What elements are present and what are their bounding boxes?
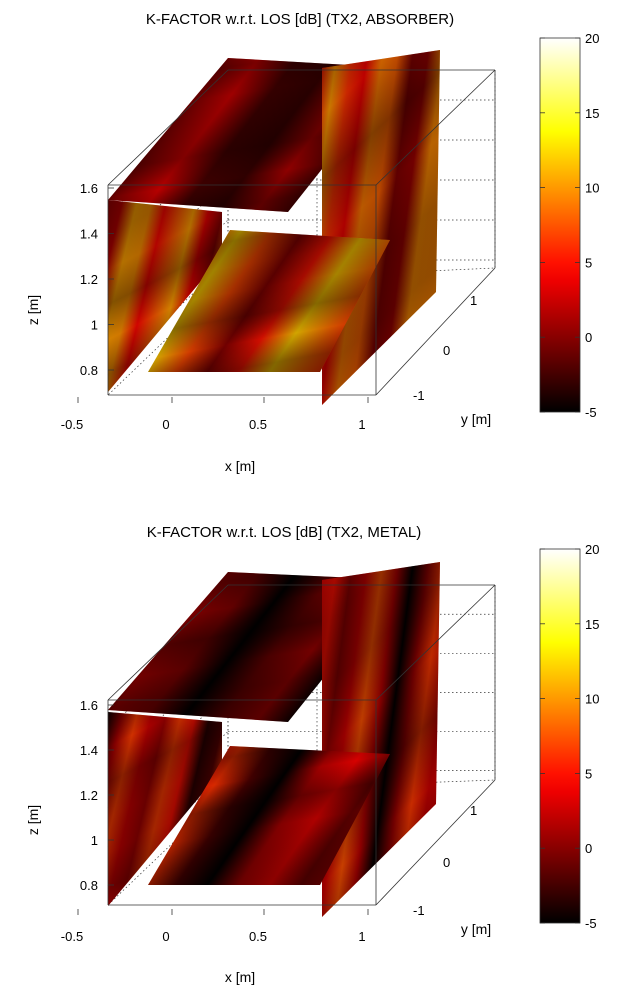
z-tick-label: 1.4 xyxy=(80,227,98,242)
colorbar xyxy=(539,548,581,924)
z-tick-label: 1.4 xyxy=(80,743,98,758)
x-tick-label: 1 xyxy=(358,929,365,944)
z-tick-label: 0.8 xyxy=(80,878,98,893)
colorbar-tick-label: 20 xyxy=(585,542,599,557)
x-axis-label: x [m] xyxy=(225,458,255,474)
y-tick-label: 0 xyxy=(443,343,450,358)
axes-box xyxy=(107,584,496,906)
colorbar-tick-label: 5 xyxy=(585,766,592,781)
chart-panel-1: K-FACTOR w.r.t. LOS [dB] (TX2, ABSORBER)… xyxy=(25,11,599,474)
z-tick-label: 1 xyxy=(91,833,98,848)
z-tick-label: 1.6 xyxy=(80,181,98,196)
colorbar xyxy=(539,37,581,413)
y-tick-label: -1 xyxy=(413,388,425,403)
x-axis-label: x [m] xyxy=(225,969,255,985)
x-tick-label: 0.5 xyxy=(249,929,267,944)
y-tick-label: 1 xyxy=(470,803,477,818)
colorbar-tick-label: 0 xyxy=(585,330,592,345)
slice-right-wall-shade xyxy=(322,562,440,917)
colorbar-tick-label: 10 xyxy=(585,692,599,707)
colorbar-tick-label: -5 xyxy=(585,916,597,931)
axes-box xyxy=(107,69,496,396)
x-tick-label: 0 xyxy=(162,929,169,944)
slice-floor-plane-shade xyxy=(148,230,390,372)
y-axis-label: y [m] xyxy=(461,921,491,937)
slice-floor-plane-shade xyxy=(148,746,390,885)
x-tick-label: 0.5 xyxy=(249,417,267,432)
z-tick-label: 1 xyxy=(91,318,98,333)
colorbar-tick-label: 10 xyxy=(585,181,599,196)
y-tick-label: 1 xyxy=(470,293,477,308)
z-tick-label: 1.6 xyxy=(80,698,98,713)
chart-title: K-FACTOR w.r.t. LOS [dB] (TX2, ABSORBER) xyxy=(146,11,454,28)
z-tick-label: 0.8 xyxy=(80,363,98,378)
y-tick-label: 0 xyxy=(443,855,450,870)
x-tick-label: -0.5 xyxy=(61,929,83,944)
x-tick-label: -0.5 xyxy=(61,417,83,432)
colorbar-tick-label: -5 xyxy=(585,405,597,420)
z-tick-label: 1.2 xyxy=(80,788,98,803)
z-tick-label: 1.2 xyxy=(80,272,98,287)
x-tick-label: 1 xyxy=(358,417,365,432)
chart-panel-2: K-FACTOR w.r.t. LOS [dB] (TX2, METAL) 0.8… xyxy=(25,524,599,985)
colorbar-tick-label: 5 xyxy=(585,255,592,270)
colorbar-tick-label: 0 xyxy=(585,841,592,856)
colorbar-tick-label: 20 xyxy=(585,31,599,46)
x-tick-label: 0 xyxy=(162,417,169,432)
y-axis-label: y [m] xyxy=(461,411,491,427)
colorbar-tick-label: 15 xyxy=(585,106,599,121)
z-axis-label: z [m] xyxy=(25,295,41,325)
chart-title: K-FACTOR w.r.t. LOS [dB] (TX2, METAL) xyxy=(147,524,422,541)
y-tick-label: -1 xyxy=(413,903,425,918)
slice-right-wall-shade xyxy=(322,50,440,405)
z-axis-label: z [m] xyxy=(25,805,41,835)
slice-left-wall-shade xyxy=(108,200,222,392)
slice-left-wall-shade xyxy=(108,712,222,906)
colorbar-tick-label: 15 xyxy=(585,617,599,632)
